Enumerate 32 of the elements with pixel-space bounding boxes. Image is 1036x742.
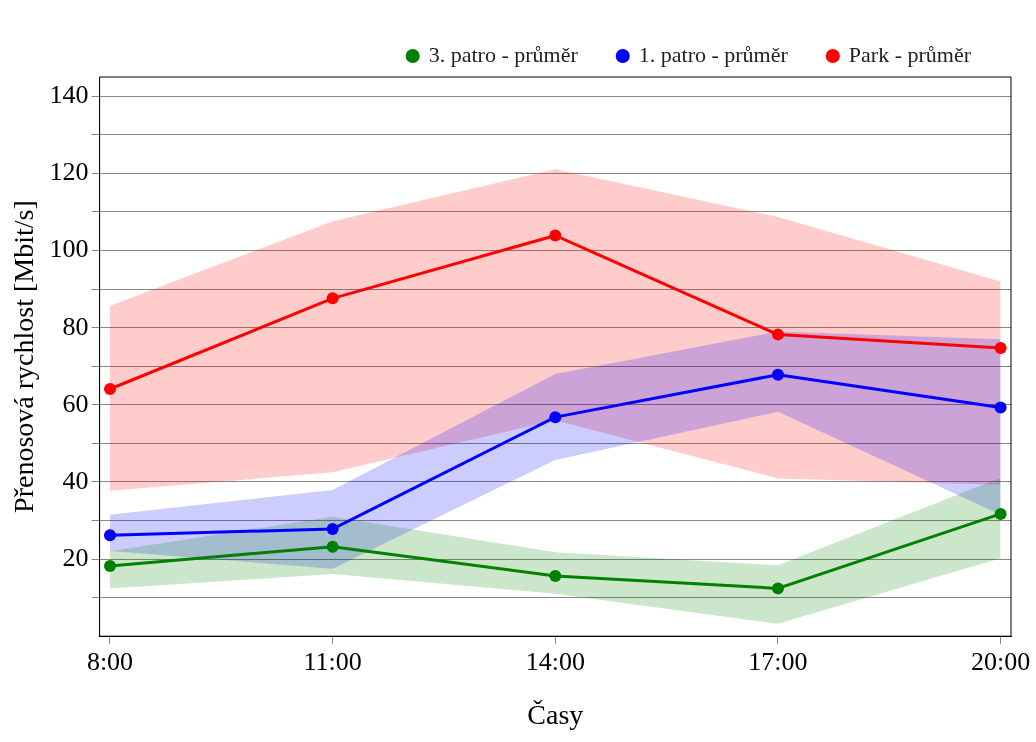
y-tick-label: 80 [62, 311, 89, 341]
point [326, 522, 339, 535]
legend-label: Park - průměr [848, 41, 972, 67]
x-axis-title: Časy [527, 698, 584, 730]
y-tick-label: 100 [49, 234, 89, 264]
point [103, 560, 116, 573]
point [549, 229, 562, 242]
point [549, 411, 562, 424]
point [994, 342, 1007, 355]
y-tick-label: 120 [49, 157, 89, 187]
point [994, 401, 1007, 414]
y-tick-label: 140 [49, 80, 89, 110]
x-tick-label: 17:00 [748, 646, 808, 676]
legend-label: 1. patro - průměr [638, 41, 789, 67]
y-tick-label: 40 [62, 465, 89, 495]
x-tick-label: 11:00 [303, 646, 362, 676]
x-tick-label: 14:00 [525, 646, 585, 676]
x-tick-label: 8:00 [86, 646, 134, 676]
point [326, 540, 339, 553]
point [771, 582, 784, 595]
point [549, 570, 562, 583]
point [326, 292, 339, 305]
point [103, 383, 116, 395]
y-tick-label: 60 [62, 388, 89, 418]
y-axis-title: Přenosová rychlost [Mbit/s] [8, 200, 40, 513]
y-tick-label: 20 [62, 542, 89, 572]
legend-label: 3. patro - průměr [428, 41, 579, 67]
point [771, 368, 784, 381]
point [103, 529, 116, 542]
point [771, 328, 784, 341]
point [994, 507, 1007, 520]
x-tick-label: 20:00 [970, 646, 1031, 676]
